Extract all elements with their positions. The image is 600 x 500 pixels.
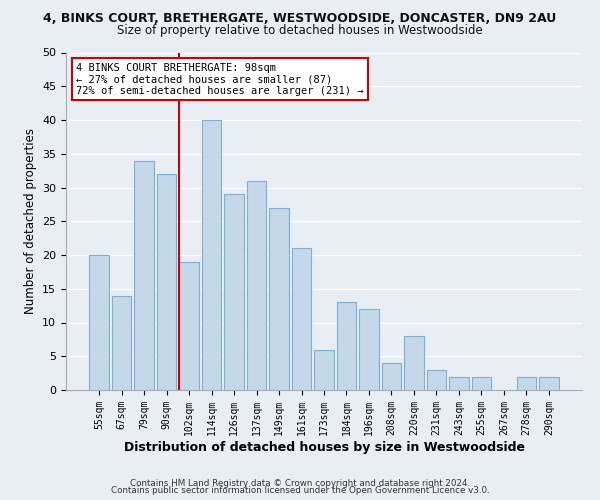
Text: Size of property relative to detached houses in Westwoodside: Size of property relative to detached ho… xyxy=(117,24,483,37)
Bar xyxy=(89,255,109,390)
X-axis label: Distribution of detached houses by size in Westwoodside: Distribution of detached houses by size … xyxy=(124,440,524,454)
Text: 4 BINKS COURT BRETHERGATE: 98sqm
← 27% of detached houses are smaller (87)
72% o: 4 BINKS COURT BRETHERGATE: 98sqm ← 27% o… xyxy=(76,62,364,96)
Bar xyxy=(247,180,266,390)
Bar xyxy=(134,160,154,390)
Text: 4, BINKS COURT, BRETHERGATE, WESTWOODSIDE, DONCASTER, DN9 2AU: 4, BINKS COURT, BRETHERGATE, WESTWOODSID… xyxy=(43,12,557,26)
Bar xyxy=(224,194,244,390)
Bar xyxy=(337,302,356,390)
Text: Contains HM Land Registry data © Crown copyright and database right 2024.: Contains HM Land Registry data © Crown c… xyxy=(130,478,470,488)
Bar xyxy=(472,376,491,390)
Y-axis label: Number of detached properties: Number of detached properties xyxy=(23,128,37,314)
Bar xyxy=(517,376,536,390)
Bar xyxy=(382,363,401,390)
Bar xyxy=(179,262,199,390)
Bar xyxy=(112,296,131,390)
Bar xyxy=(449,376,469,390)
Bar xyxy=(292,248,311,390)
Text: Contains public sector information licensed under the Open Government Licence v3: Contains public sector information licen… xyxy=(110,486,490,495)
Bar xyxy=(269,208,289,390)
Bar xyxy=(314,350,334,390)
Bar xyxy=(359,309,379,390)
Bar xyxy=(539,376,559,390)
Bar xyxy=(202,120,221,390)
Bar xyxy=(427,370,446,390)
Bar xyxy=(404,336,424,390)
Bar xyxy=(157,174,176,390)
